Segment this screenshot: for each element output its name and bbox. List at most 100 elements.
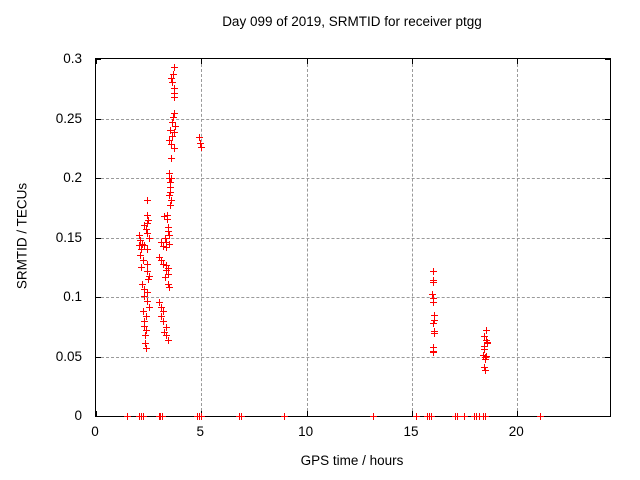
data-point: [141, 292, 149, 300]
data-point: [164, 271, 172, 279]
data-point: [281, 413, 289, 420]
data-point: [145, 272, 153, 280]
data-point: [167, 75, 175, 83]
data-point: [168, 78, 176, 86]
data-point: [164, 265, 172, 273]
y-tick: [605, 416, 610, 417]
data-point: [369, 413, 377, 420]
data-point: [142, 226, 150, 234]
data-point: [143, 230, 151, 238]
data-point: [429, 343, 437, 351]
y-tick: [96, 237, 101, 239]
y-tick: [96, 356, 101, 358]
data-point: [431, 311, 439, 319]
data-point: [142, 327, 150, 335]
data-point: [162, 266, 170, 274]
data-point: [141, 241, 149, 249]
y-tick-label: 0.05: [55, 348, 82, 364]
data-point: [162, 244, 170, 252]
data-point: [413, 413, 421, 420]
data-point: [162, 234, 170, 242]
data-point: [431, 330, 439, 338]
data-point: [136, 241, 144, 249]
data-point: [429, 291, 437, 299]
data-point: [142, 313, 150, 321]
data-point: [482, 413, 490, 420]
data-point: [143, 197, 151, 204]
data-point: [141, 322, 149, 330]
data-point: [143, 246, 151, 254]
x-tick-label: 15: [403, 424, 419, 439]
y-tick: [605, 118, 610, 120]
data-point: [155, 253, 163, 261]
data-point: [165, 284, 173, 292]
y-tick-label: 0.3: [63, 51, 82, 66]
data-point: [162, 261, 170, 269]
data-point: [158, 303, 166, 311]
x-tick-label: 0: [91, 424, 99, 439]
data-point: [170, 94, 178, 102]
data-point: [170, 145, 178, 152]
data-point: [167, 175, 175, 182]
x-tick: [96, 59, 97, 64]
data-point: [145, 235, 153, 243]
y-tick-label: 0.25: [55, 110, 82, 126]
data-point: [169, 132, 177, 140]
data-point: [167, 197, 175, 204]
y-tick-label: 0.15: [55, 229, 82, 245]
data-point: [162, 332, 170, 340]
data-point: [162, 273, 170, 281]
data-point: [160, 243, 168, 251]
data-point: [169, 71, 177, 79]
data-point: [158, 313, 166, 321]
x-tick: [411, 411, 413, 416]
x-tick-label: 20: [508, 424, 524, 439]
data-point: [165, 136, 173, 144]
data-point: [141, 222, 149, 229]
y-tick: [605, 297, 610, 298]
data-point: [198, 144, 206, 152]
y-tick: [96, 297, 101, 298]
data-point: [141, 285, 149, 293]
y-tick: [96, 416, 101, 417]
data-point: [481, 366, 489, 374]
data-point: [170, 85, 178, 93]
data-point: [162, 323, 170, 331]
data-point: [166, 184, 174, 192]
data-point: [141, 332, 149, 340]
x-tick: [96, 411, 97, 416]
data-point: [460, 413, 468, 420]
data-point: [156, 298, 164, 306]
data-point: [482, 355, 490, 363]
data-point: [482, 326, 490, 334]
data-point: [430, 295, 438, 303]
data-point: [145, 303, 153, 311]
chart-title: Day 099 of 2019, SRMTID for receiver ptg…: [222, 14, 482, 29]
data-point: [158, 257, 166, 265]
data-point: [430, 279, 438, 286]
data-point: [139, 241, 147, 249]
x-tick: [306, 411, 308, 416]
x-tick-label: 5: [196, 424, 205, 439]
x-tick: [306, 59, 308, 64]
data-point: [171, 122, 179, 130]
data-point: [483, 353, 491, 361]
data-point: [430, 348, 438, 356]
data-point: [163, 216, 171, 224]
data-point: [144, 217, 152, 224]
data-point: [170, 114, 178, 122]
data-point: [197, 140, 205, 147]
data-point: [144, 276, 152, 284]
data-point: [537, 413, 545, 420]
y-tick: [96, 59, 101, 60]
y-tick-label: 0: [74, 408, 82, 423]
data-point: [427, 413, 435, 420]
plot-area: [95, 58, 611, 420]
data-point: [430, 319, 438, 327]
y-tick: [605, 178, 610, 179]
data-point: [141, 317, 149, 325]
x-tick: [201, 59, 203, 64]
data-point: [164, 280, 172, 288]
data-point: [162, 239, 170, 247]
data-point: [166, 202, 174, 210]
